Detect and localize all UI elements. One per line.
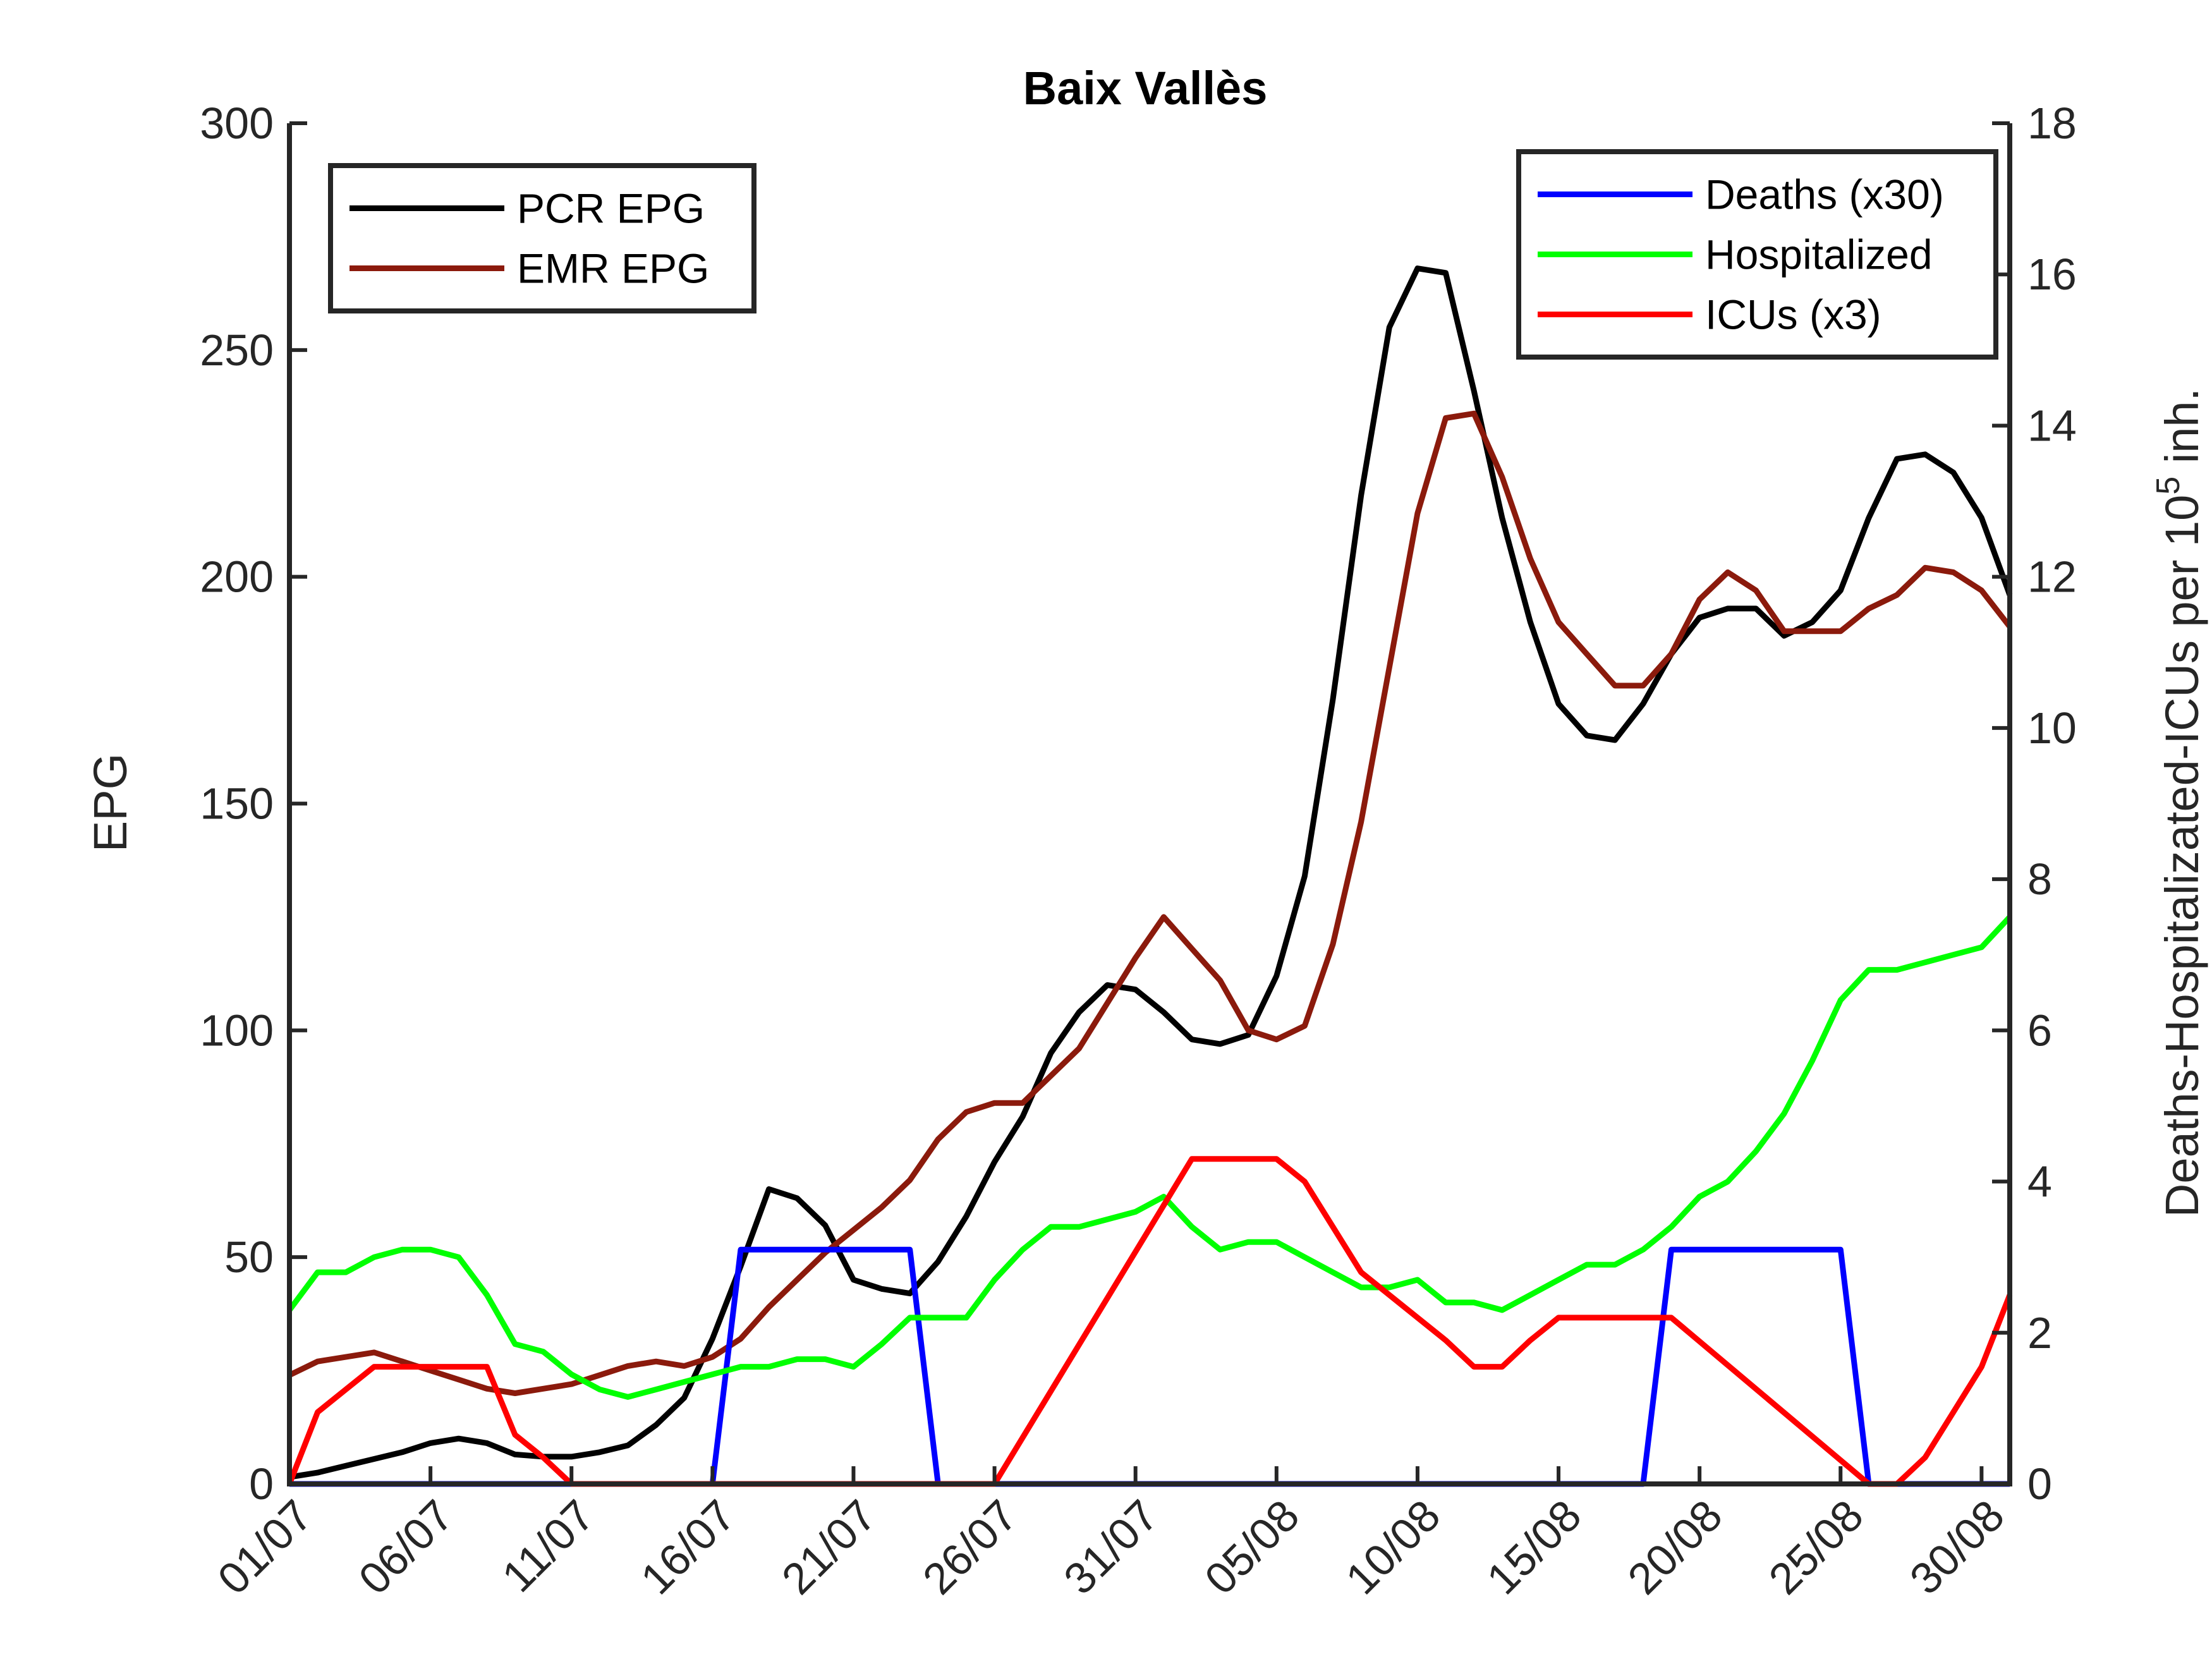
series-line-emr-epg [288,410,2012,1396]
y-left-tick-label: 0 [249,1459,274,1509]
y-right-tick-label: 2 [2027,1308,2052,1358]
legend-right: Deaths (x30) Hospitalized ICUs (x3) [1516,149,1998,360]
y-left-tick-label: 100 [200,1006,274,1055]
y-axis-right-label-main: Deaths-Hospitalizated-ICUs per 10 [2156,495,2208,1217]
chart-title: Baix Vallès [1023,62,1268,114]
y-right-tick-label: 4 [2027,1157,2052,1206]
y-right-tick-label: 14 [2027,401,2077,450]
series-line-hospitalized [287,915,2012,1400]
legend-label-hospitalized: Hospitalized [1705,231,1933,278]
y-right-tick-label: 16 [2027,250,2077,299]
series-line-icus-x3 [286,1156,2013,1487]
legend-box [328,163,757,313]
y-left-tick-label: 300 [200,99,274,148]
y-left-tick-label: 250 [200,325,274,375]
y-axis-right-label-superscript: 5 [2150,477,2187,495]
legend-label-emr-epg: EMR EPG [517,245,709,292]
y-axis-right-label: Deaths-Hospitalizated-ICUs per 105 inh. [2150,388,2208,1217]
y-left-tick-label: 200 [200,552,274,602]
series-line-pcr-epg [289,265,2013,1480]
y-right-tick-label: 8 [2027,854,2052,904]
y-axis-right-label-tail: inh. [2156,388,2208,477]
legend-label-icus-x3: ICUs (x3) [1705,291,1881,338]
y-right-tick-label: 6 [2027,1006,2052,1055]
y-axis-left-label: EPG [84,753,137,852]
y-left-tick-label: 150 [200,779,274,829]
y-right-tick-label: 0 [2027,1459,2052,1509]
legend-label-deaths-x30: Deaths (x30) [1705,171,1944,218]
y-right-tick-label: 12 [2027,552,2077,602]
legend-left: PCR EPG EMR EPG [328,163,757,313]
y-right-tick-label: 18 [2027,99,2077,148]
legend-label-pcr-epg: PCR EPG [517,185,705,232]
y-left-tick-label: 50 [224,1232,274,1282]
y-right-tick-label: 10 [2027,703,2077,753]
